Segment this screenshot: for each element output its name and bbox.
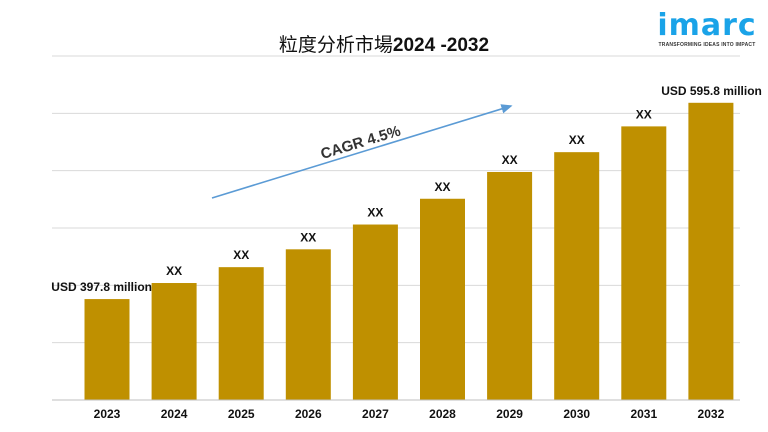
x-tick-label: 2031 xyxy=(630,407,657,421)
logo-tagline: TRANSFORMING IDEAS INTO IMPACT xyxy=(658,42,756,48)
data-label: USD 595.8 million xyxy=(661,84,762,98)
data-label: USD 397.8 million xyxy=(51,280,152,294)
bar-2026 xyxy=(285,249,331,400)
x-tick-label: 2029 xyxy=(496,407,523,421)
x-tick-label: 2026 xyxy=(295,407,322,421)
chart-title: 粒度分析市場2024 -2032 xyxy=(0,30,768,57)
x-tick-label: 2025 xyxy=(228,407,255,421)
cagr-arrow xyxy=(211,104,513,199)
imarc-logo: imarc TRANSFORMING IDEAS INTO IMPACT xyxy=(652,8,762,49)
x-tick-label: 2023 xyxy=(94,407,121,421)
x-tick-label: 2027 xyxy=(362,407,389,421)
bar-2023 xyxy=(84,299,130,400)
bar-2027 xyxy=(352,224,398,400)
data-label: XX xyxy=(434,180,450,194)
x-tick-label: 2032 xyxy=(698,407,725,421)
data-label: XX xyxy=(166,264,182,278)
data-label: XX xyxy=(502,153,518,167)
x-tick-label: 2028 xyxy=(429,407,456,421)
bar-2028 xyxy=(420,198,465,400)
bar-2031 xyxy=(621,126,667,400)
logo-brand: imarc xyxy=(657,8,757,43)
chart-title-years: 2024 -2032 xyxy=(392,35,490,56)
data-label: XX xyxy=(233,248,249,262)
data-label: XX xyxy=(367,206,383,220)
bar-2032 xyxy=(688,102,734,400)
x-tick-label: 2030 xyxy=(563,407,590,421)
bar-2024 xyxy=(151,283,197,400)
data-label: XX xyxy=(569,133,585,147)
bar-2029 xyxy=(487,171,533,400)
chart-title-text: 粒度分析市場 xyxy=(278,35,393,56)
bar-2030 xyxy=(554,152,600,400)
x-tick-label: 2024 xyxy=(161,407,188,421)
data-label: XX xyxy=(636,107,652,121)
data-label: XX xyxy=(300,230,316,244)
bar-2025 xyxy=(218,267,264,400)
